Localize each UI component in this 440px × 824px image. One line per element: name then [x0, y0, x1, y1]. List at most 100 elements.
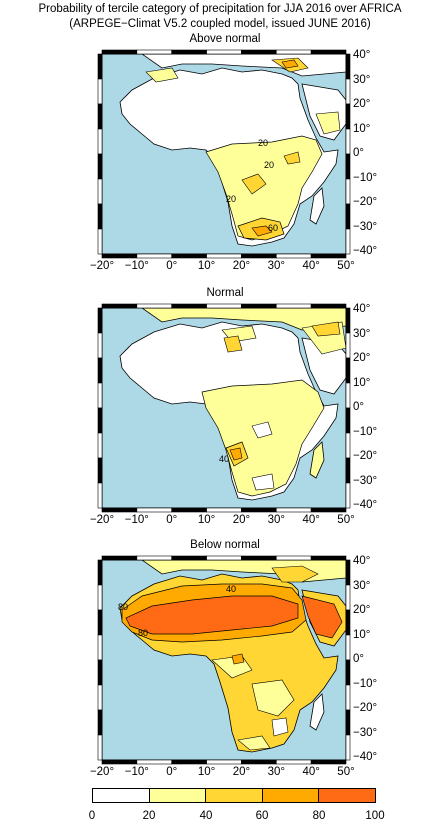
frame-bar	[136, 49, 173, 55]
frame-bar	[345, 734, 351, 761]
frame-bar	[97, 78, 103, 105]
frame-bar	[345, 382, 351, 409]
frame-bar	[97, 103, 103, 130]
frame-bar	[345, 407, 351, 434]
frame-bar	[97, 128, 103, 155]
colorbar	[92, 788, 376, 803]
frame-bar	[345, 559, 351, 586]
frame-bar	[345, 432, 351, 459]
frame-bar	[206, 303, 242, 309]
lat-label: −40°	[353, 751, 378, 763]
lon-label: 50°	[337, 260, 355, 272]
frame-bar	[310, 253, 347, 259]
frame-bar	[345, 228, 351, 255]
frame-bar	[241, 253, 277, 259]
frame-bar	[345, 584, 351, 611]
frame-bar	[97, 178, 103, 205]
lat-label: −30°	[353, 726, 378, 739]
contour-label: 40	[219, 454, 230, 464]
frame-bar	[345, 53, 351, 80]
lon-label: 50°	[337, 766, 355, 778]
lon-label: 40°	[302, 260, 320, 272]
lat-label: −10°	[353, 171, 378, 184]
frame-bar	[345, 128, 351, 155]
lon-label: 10°	[197, 514, 216, 526]
contour-label: 80	[118, 602, 129, 612]
lat-label: 40°	[353, 49, 371, 61]
frame-bar	[345, 203, 351, 230]
frame-bar	[97, 307, 103, 334]
frame-bar	[275, 49, 312, 55]
lat-label: 30°	[353, 327, 371, 340]
frame-bar	[310, 49, 347, 55]
lat-label: −30°	[353, 220, 378, 233]
lat-label: −30°	[353, 474, 378, 487]
frame-bar	[345, 78, 351, 105]
frame-bar	[97, 357, 103, 384]
frame-bar	[310, 759, 347, 765]
frame-bar	[171, 303, 207, 309]
panel-title-normal: Normal	[206, 287, 244, 299]
frame-bar	[97, 609, 103, 636]
lat-label: 20°	[353, 352, 371, 364]
map-frame-bars	[97, 49, 351, 765]
contour-label: 40	[226, 584, 237, 594]
frame-bar	[97, 559, 103, 586]
colorbar-segment	[206, 789, 263, 802]
frame-bar	[97, 332, 103, 359]
frame-bar	[345, 634, 351, 661]
lat-label: 10°	[353, 376, 371, 389]
lon-label: 40°	[302, 514, 320, 526]
contour-label: 20	[264, 160, 275, 170]
colorbar-tick: 60	[255, 810, 269, 822]
frame-bar	[97, 203, 103, 230]
frame-bar	[275, 555, 312, 561]
frame-bar	[97, 153, 103, 180]
lon-label: 0°	[166, 260, 178, 272]
lat-label: −40°	[353, 245, 378, 257]
lat-label: −40°	[353, 499, 378, 511]
lat-label: 30°	[353, 73, 371, 86]
frame-bar	[275, 253, 312, 259]
frame-bar	[101, 759, 138, 765]
lon-label: −20°	[89, 514, 115, 526]
frame-bar	[97, 709, 103, 736]
lat-label: −20°	[353, 702, 378, 714]
frame-bar	[345, 684, 351, 711]
colorbar-tick: 40	[199, 810, 213, 822]
lon-label: 10°	[197, 766, 216, 778]
colorbar-segment	[149, 789, 207, 802]
lat-label: 20°	[353, 604, 371, 616]
colorbar-segment	[319, 789, 375, 802]
frame-bar	[101, 507, 138, 513]
lat-label: 20°	[353, 98, 371, 110]
lat-label: −20°	[353, 450, 378, 462]
panel-title-above: Above normal	[189, 33, 261, 45]
frame-bar	[345, 457, 351, 484]
frame-bar	[97, 584, 103, 611]
frame-bar	[136, 303, 173, 309]
colorbar-tick: 80	[312, 810, 326, 822]
lon-label: 50°	[337, 514, 355, 526]
frame-bar	[136, 759, 173, 765]
lon-label: −10°	[124, 766, 149, 778]
frame-bar	[101, 303, 138, 309]
map-panel-normal	[101, 307, 347, 509]
contour-label: 20	[226, 194, 237, 204]
frame-bar	[97, 634, 103, 661]
colorbar-segment	[262, 789, 320, 802]
lon-label: −20°	[89, 260, 115, 272]
frame-bar	[97, 457, 103, 484]
frame-bar	[101, 253, 138, 259]
lon-label: 40°	[302, 766, 320, 778]
frame-bar	[345, 307, 351, 334]
frame-bar	[241, 507, 277, 513]
frame-bar	[345, 609, 351, 636]
lat-label: 30°	[353, 579, 371, 592]
frame-bar	[345, 153, 351, 180]
frame-bar	[171, 555, 207, 561]
lat-label: −10°	[353, 425, 378, 438]
colorbar-tick: 20	[142, 810, 156, 822]
lat-label: 40°	[353, 555, 371, 567]
